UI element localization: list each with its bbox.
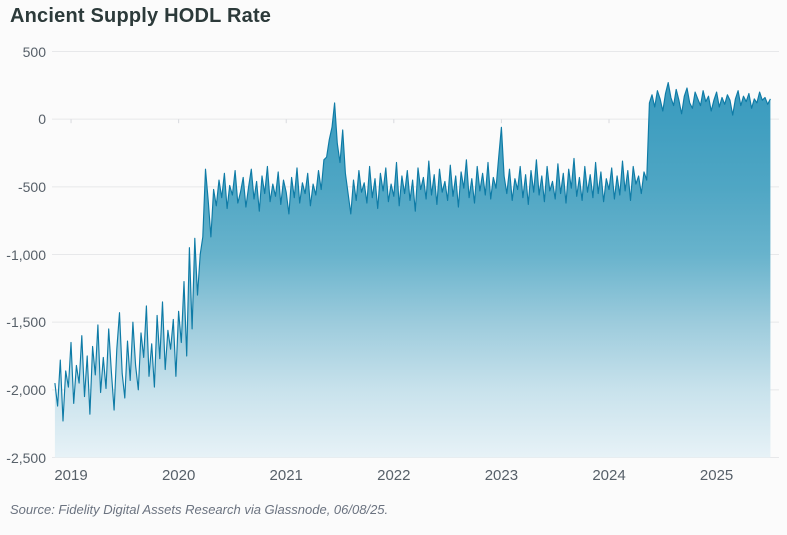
x-axis-ticks <box>70 119 718 124</box>
chart-title: Ancient Supply HODL Rate <box>10 5 272 27</box>
y-tick-label: -2,000 <box>6 381 46 398</box>
area-fill <box>54 82 771 458</box>
x-tick-label: 2019 <box>54 467 88 484</box>
x-tick-label: 2025 <box>699 467 734 484</box>
y-tick-label: -1,000 <box>6 246 46 263</box>
source-note: Source: Fidelity Digital Assets Research… <box>10 502 389 517</box>
y-tick-label: 0 <box>38 111 46 128</box>
y-tick-label: -2,500 <box>6 449 46 466</box>
x-tick-label: 2021 <box>269 467 303 484</box>
x-tick-label: 2023 <box>484 467 519 484</box>
y-tick-label: -500 <box>17 178 46 195</box>
y-tick-label: -1,500 <box>6 314 46 331</box>
x-tick-label: 2020 <box>161 467 196 484</box>
y-tick-label: 500 <box>22 43 46 60</box>
x-tick-label: 2022 <box>377 467 411 484</box>
line-series <box>54 82 771 422</box>
x-tick-label: 2024 <box>592 467 626 484</box>
